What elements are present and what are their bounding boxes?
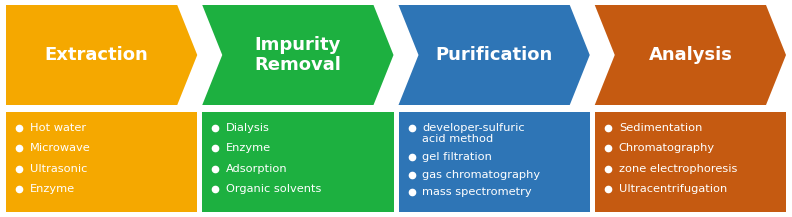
Text: Purification: Purification [436, 46, 553, 64]
Bar [398, 112, 590, 212]
Polygon shape [6, 5, 197, 105]
Text: gel filtration: gel filtration [422, 152, 493, 162]
Polygon shape [595, 5, 786, 105]
Text: Impurity
Removal: Impurity Removal [254, 36, 341, 74]
Text: Ultrasonic: Ultrasonic [30, 164, 87, 174]
Text: gas chromatography: gas chromatography [422, 169, 541, 179]
Text: Organic solvents: Organic solvents [227, 184, 322, 194]
Text: Dialysis: Dialysis [227, 123, 270, 133]
Text: Sedimentation: Sedimentation [619, 123, 703, 133]
Text: Enzyme: Enzyme [30, 184, 75, 194]
Text: Microwave: Microwave [30, 143, 91, 153]
Bar [6, 112, 197, 212]
Text: mass spectrometry: mass spectrometry [422, 187, 532, 197]
Text: Chromatography: Chromatography [619, 143, 715, 153]
Text: developer-sulfuric: developer-sulfuric [422, 123, 525, 133]
Text: Ultracentrifugation: Ultracentrifugation [619, 184, 727, 194]
Polygon shape [398, 5, 590, 105]
Text: Extraction: Extraction [45, 46, 149, 64]
Text: Enzyme: Enzyme [227, 143, 272, 153]
Polygon shape [202, 5, 394, 105]
Bar [202, 112, 394, 212]
Text: acid method: acid method [422, 134, 493, 144]
Text: zone electrophoresis: zone electrophoresis [619, 164, 737, 174]
Text: Adsorption: Adsorption [227, 164, 287, 174]
Text: Hot water: Hot water [30, 123, 86, 133]
Bar [595, 112, 786, 212]
Text: Analysis: Analysis [649, 46, 733, 64]
